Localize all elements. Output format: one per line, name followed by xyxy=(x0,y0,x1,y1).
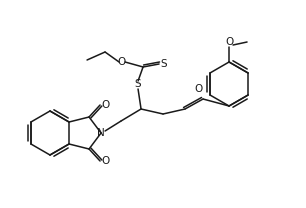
Text: N: N xyxy=(97,128,105,138)
Text: S: S xyxy=(135,79,141,89)
Text: O: O xyxy=(194,84,202,94)
Text: O: O xyxy=(225,37,233,47)
Text: O: O xyxy=(101,156,109,166)
Text: O: O xyxy=(101,100,109,110)
Text: S: S xyxy=(161,59,167,69)
Text: O: O xyxy=(117,57,125,67)
